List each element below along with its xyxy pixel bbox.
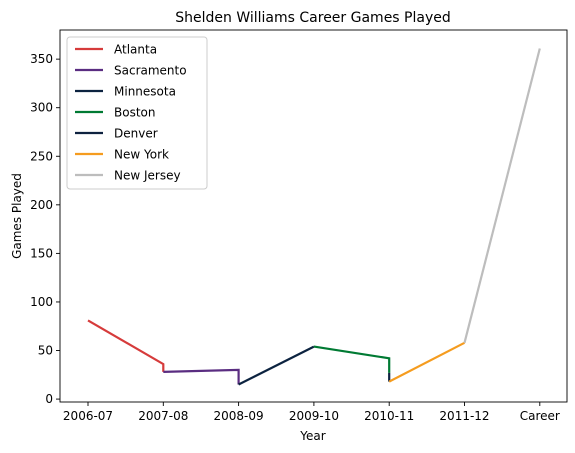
x-tick-label: 2006-07	[63, 409, 113, 423]
series-line-atlanta	[87, 319, 165, 372]
series-layer	[87, 48, 541, 386]
y-tick-label: 200	[30, 198, 53, 212]
y-tick-label: 250	[30, 149, 53, 163]
y-tick-label: 150	[30, 246, 53, 260]
legend-label: Minnesota	[114, 85, 176, 99]
y-tick-label: 350	[30, 52, 53, 66]
x-tick-label: Career	[520, 409, 560, 423]
series-line-sacramento	[163, 368, 240, 385]
legend-label: Atlanta	[114, 43, 157, 57]
x-axis-label: Year	[299, 429, 325, 443]
legend-label: Denver	[114, 127, 158, 141]
x-tick-label: 2008-09	[214, 409, 264, 423]
series-line-minnesota	[238, 345, 315, 386]
x-tick-label: 2011-12	[439, 409, 489, 423]
y-tick-label: 50	[38, 344, 53, 358]
legend-label: New York	[114, 148, 169, 162]
legend-label: New Jersey	[114, 169, 181, 183]
y-tick-label: 100	[30, 295, 53, 309]
legend-box	[66, 36, 208, 190]
x-tick-label: 2009-10	[289, 409, 339, 423]
x-axis: 2006-07 2007-08 2008-09 2009-10 2010-11 2011-…	[63, 402, 560, 423]
series-line-new-jersey	[463, 48, 541, 344]
chart-title: Shelden Williams Career Games Played	[175, 10, 451, 26]
y-tick-label: 0	[45, 392, 53, 406]
legend-label: Sacramento	[114, 64, 187, 78]
legend-label: Boston	[114, 106, 155, 120]
y-axis: 0 50 100 150 200 250 300 350	[30, 52, 60, 406]
x-tick-label: 2007-08	[138, 409, 188, 423]
legend: Atlanta Sacramento Minnesota Boston Denver Ne…	[66, 36, 208, 190]
y-tick-label: 300	[30, 101, 53, 115]
series-line-boston	[313, 345, 391, 373]
series-line-new-york	[388, 341, 466, 383]
x-tick-label: 2010-11	[364, 409, 414, 423]
y-axis-label: Games Played	[10, 173, 24, 259]
